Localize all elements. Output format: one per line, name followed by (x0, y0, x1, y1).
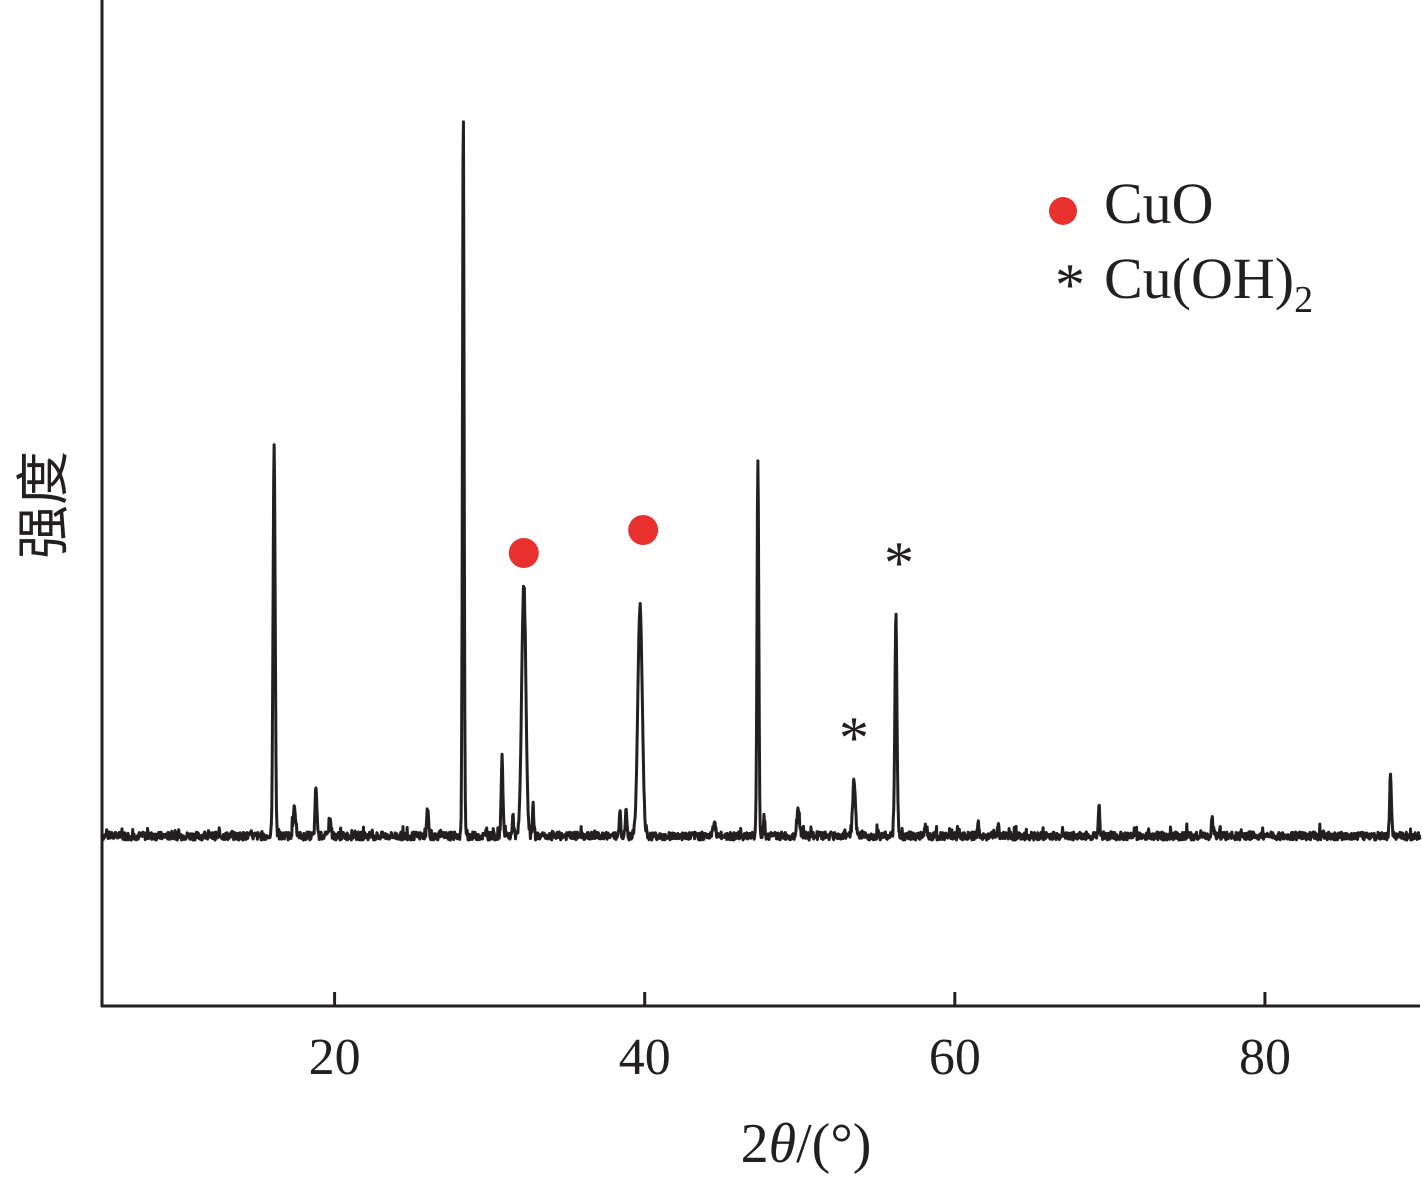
x-tick-label: 40 (619, 1029, 671, 1086)
x-tick-label: 60 (929, 1029, 981, 1086)
legend-cuoh2-label: Cu(OH)2 (1104, 246, 1313, 321)
legend-cuo-marker (1049, 197, 1077, 225)
cuo-peak-marker (628, 515, 659, 545)
legend-cuo-label: CuO (1104, 171, 1214, 236)
x-ticks: 20 40 60 80 (309, 992, 1291, 1086)
cuo-peak-marker (508, 538, 539, 568)
legend-cuoh2-marker: * (1055, 252, 1085, 318)
xrd-line (100, 120, 1422, 842)
cuoh2-peak-marker: * (839, 705, 869, 771)
y-axis-label: 强度 (12, 451, 75, 559)
x-axis-label: 2θ/(°) (741, 1113, 872, 1175)
legend-cuoh2-label-sub: 2 (1294, 279, 1313, 321)
legend: CuO * Cu(OH)2 (1049, 171, 1313, 321)
xrd-series (100, 120, 1422, 842)
phase-markers: ** (508, 515, 914, 771)
x-tick-label: 20 (309, 1029, 361, 1086)
chart-axes (100, 0, 1420, 1008)
x-axis-label-unit: /(°) (796, 1113, 871, 1175)
cuoh2-peak-marker: * (884, 530, 914, 596)
x-tick-label: 80 (1239, 1029, 1291, 1086)
legend-cuoh2-label-main: Cu(OH) (1104, 246, 1294, 311)
x-axis-label-theta: θ (769, 1113, 797, 1175)
x-axis-label-prefix: 2 (741, 1113, 769, 1175)
